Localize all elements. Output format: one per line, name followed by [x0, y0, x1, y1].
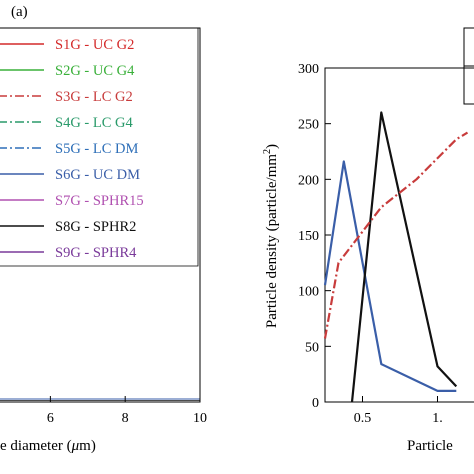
right-y-tick-label: 50	[305, 340, 319, 355]
right-x-tick-label: 0.5	[354, 411, 372, 426]
right-y-tick-label: 100	[298, 285, 319, 300]
right-y-tick-label: 0	[312, 396, 319, 411]
legend-label-s2g-uc-g4: S2G - UC G4	[55, 63, 135, 79]
series-line-s6g-uc-dm	[323, 160, 457, 392]
legend: S1G - UC G2 S2G - UC G4 S3G - LC G2 S4G - L…	[0, 37, 144, 261]
left-chart-panel: (a) S1G - UC G2 S2G - UC G4 S3G - LC G2 S4G…	[0, 4, 207, 454]
right-y-tick-label: 200	[298, 173, 319, 188]
right-x-tick-label: 1.	[432, 411, 443, 426]
panel-label: (a)	[11, 4, 28, 20]
right-y-axis: 0 50 100 150 200 250 300	[298, 62, 331, 411]
right-plot-frame	[324, 67, 474, 403]
left-plot-frame	[0, 27, 201, 403]
right-y-tick-label: 300	[298, 62, 319, 77]
right-chart-panel: Particle density (particle/mm2) 0 50 100 15…	[262, 27, 474, 454]
right-x-axis: 0.5 1.	[354, 396, 443, 426]
legend-label-s6g-uc-dm: S6G - UC DM	[55, 167, 140, 183]
left-x-axis: 6 8 10	[47, 396, 207, 426]
series-line-s3g-lc-g2	[323, 131, 469, 339]
left-x-axis-label: e diameter (μm)	[0, 438, 96, 454]
legend-label-s3g-lc-g2: S3G - LC G2	[55, 89, 133, 105]
legend-box	[0, 27, 199, 267]
right-y-tick-label: 150	[298, 229, 319, 244]
legend-label-s4g-lc-g4: S4G - LC G4	[55, 115, 133, 131]
left-x-tick-label: 10	[193, 411, 207, 426]
right-y-tick-label: 250	[298, 118, 319, 133]
series-line-s8g-sphr2	[350, 111, 458, 403]
right-y-axis-label: Particle density (particle/mm2)	[262, 144, 280, 328]
legend-label-s9g-sphr4: S9G - SPHR4	[55, 245, 137, 261]
legend-label-s8g-sphr2: S8G - SPHR2	[55, 219, 136, 235]
right-x-axis-label: Particle	[407, 438, 453, 454]
legend-label-s5g-lc-dm: S5G - LC DM	[55, 141, 138, 157]
left-x-tick-label: 8	[122, 411, 129, 426]
legend-label-s7g-sphr15: S7G - SPHR15	[55, 193, 144, 209]
left-x-tick-label: 6	[47, 411, 54, 426]
right-series-group	[323, 111, 469, 403]
legend-label-s1g-uc-g2: S1G - UC G2	[55, 37, 134, 53]
